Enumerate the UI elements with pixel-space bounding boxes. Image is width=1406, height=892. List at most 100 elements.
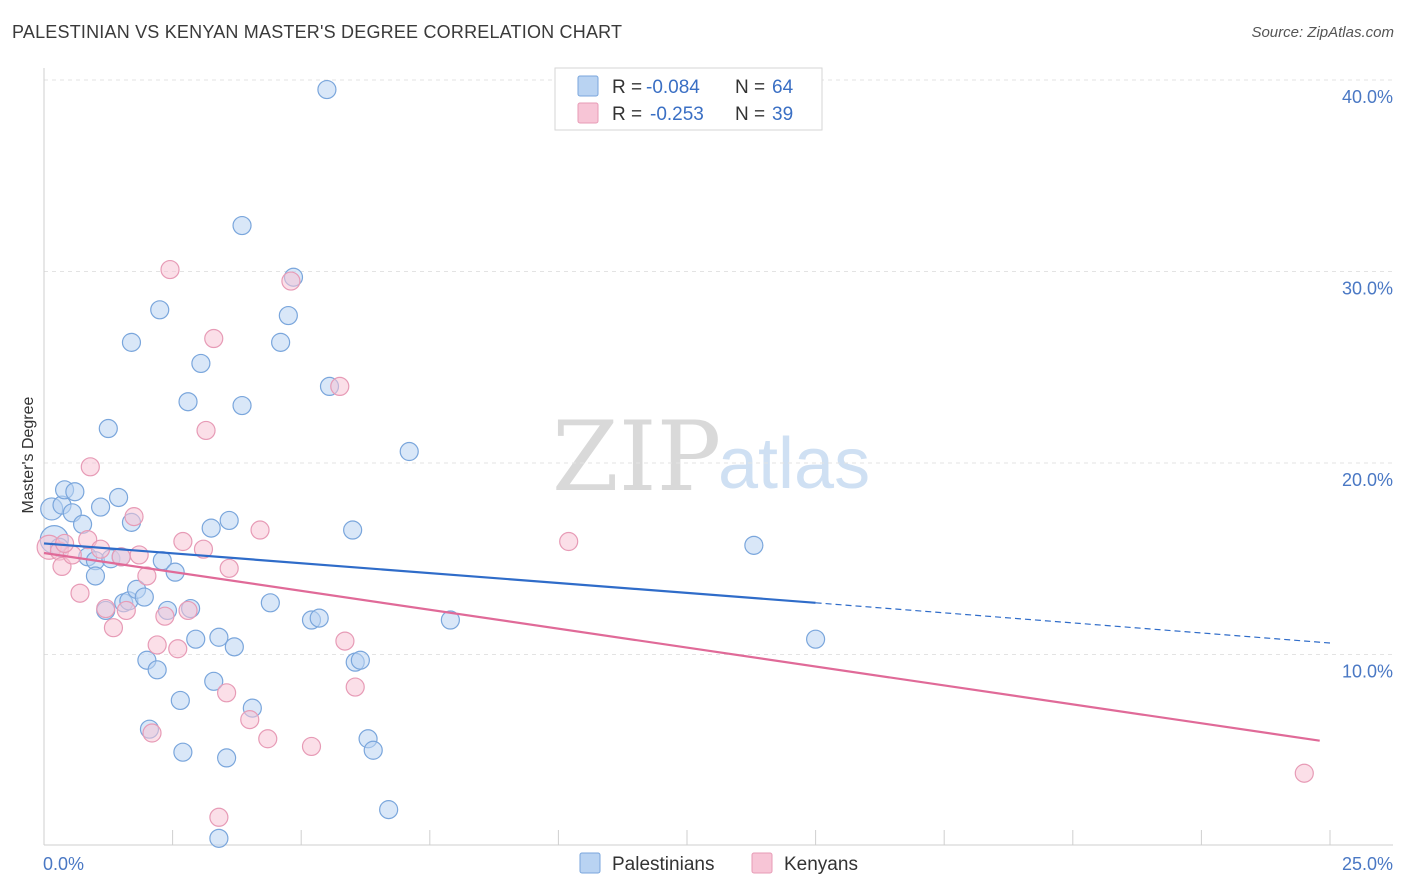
palestinians-point [805, 629, 826, 649]
legend-n-value-kenyans: 39 [772, 104, 793, 125]
palestinians-point [186, 629, 206, 649]
bottom-legend-swatch-kenyans [751, 852, 773, 874]
kenyans-point [124, 507, 144, 527]
y-tick-label: 20.0% [1342, 470, 1393, 490]
kenyans-point [103, 618, 124, 638]
kenyans-point [70, 583, 90, 603]
palestinians-point [363, 740, 383, 760]
palestinians-point [201, 518, 221, 538]
kenyans-point [96, 598, 116, 619]
correlation-legend: R = -0.084 N = 64 R = -0.253 N = 39 [554, 67, 823, 131]
palestinians-point [209, 828, 229, 848]
bottom-legend-kenyans: Kenyans [784, 854, 858, 875]
kenyans-point [80, 457, 100, 477]
kenyans-point [345, 677, 365, 697]
palestinians-point [271, 332, 291, 352]
kenyans-point [219, 558, 239, 578]
watermark-atlas: atlas [718, 424, 870, 504]
kenyans-trend-line [43, 551, 1320, 742]
palestinians-point [399, 441, 419, 462]
series-kenyans [36, 259, 1314, 827]
kenyans-point [116, 600, 136, 621]
kenyans-point [193, 539, 214, 559]
kenyans-point [78, 529, 98, 550]
trend-lines [43, 542, 1331, 742]
kenyans-point [330, 376, 350, 396]
y-axis-label: Master's Degree [20, 396, 37, 513]
palestinians-point [204, 671, 224, 691]
kenyans-point [196, 420, 216, 441]
y-tick-label: 10.0% [1342, 662, 1393, 682]
palestinians-point [744, 535, 764, 555]
palestinians-point [317, 79, 337, 100]
palestinians-point [191, 353, 211, 374]
legend-box [554, 67, 823, 131]
palestinians-point [278, 305, 298, 326]
palestinians-point [173, 742, 193, 762]
kenyans-point [173, 531, 193, 552]
palestinians-point [98, 418, 118, 439]
palestinians-point [170, 690, 190, 711]
palestinians-point [232, 395, 252, 416]
legend-n-label: N = [735, 104, 765, 125]
legend-r-label: R = [612, 77, 642, 98]
legend-n-value-palestinians: 64 [772, 77, 794, 98]
kenyans-point [209, 807, 229, 827]
palestinians-point [219, 510, 239, 531]
bottom-legend-palestinians: Palestinians [612, 854, 714, 875]
palestinians-point [90, 497, 111, 517]
palestinians-trend-extension [815, 602, 1331, 644]
palestinians-point [121, 332, 142, 352]
palestinians-point [309, 608, 329, 628]
series-legend: Palestinians Kenyans [579, 852, 858, 875]
kenyans-point [155, 606, 175, 626]
kenyans-point [301, 736, 322, 757]
kenyans-point [1294, 763, 1314, 783]
kenyans-point [335, 631, 355, 651]
y-tick-label: 30.0% [1342, 279, 1393, 299]
kenyans-point [240, 710, 260, 730]
legend-swatch-palestinians [577, 75, 599, 97]
kenyans-point [178, 600, 198, 621]
kenyans-point [281, 271, 301, 291]
palestinians-point [379, 800, 399, 820]
bottom-legend-swatch-palestinians [579, 852, 601, 874]
gridlines [44, 79, 1393, 655]
chart-title: PALESTINIAN VS KENYAN MASTER'S DEGREE CO… [12, 22, 623, 42]
legend-n-label: N = [735, 77, 765, 98]
legend-r-value-palestinians: -0.084 [646, 77, 700, 98]
palestinians-point [217, 748, 237, 768]
kenyans-point [142, 723, 162, 743]
x-tick-label-max: 25.0% [1342, 854, 1393, 874]
palestinians-point [65, 482, 85, 502]
legend-r-label: R = [612, 104, 642, 125]
palestinians-point [343, 520, 363, 540]
y-tick-label: 40.0% [1342, 87, 1393, 107]
x-tick-label-min: 0.0% [43, 854, 84, 874]
palestinians-point [224, 637, 244, 657]
palestinians-point [147, 660, 167, 680]
palestinians-point [232, 215, 252, 236]
palestinians-point [178, 392, 198, 412]
axes [43, 68, 1393, 846]
kenyans-point [168, 639, 188, 659]
palestinians-point [440, 610, 460, 630]
kenyans-point [559, 531, 579, 552]
kenyans-point [147, 635, 167, 655]
kenyans-point [217, 683, 237, 703]
kenyans-point [160, 259, 180, 280]
legend-swatch-kenyans [577, 102, 599, 124]
palestinians-point [134, 587, 154, 607]
kenyans-point [258, 729, 278, 749]
palestinians-point [209, 627, 229, 647]
palestinians-point [350, 650, 370, 670]
palestinians-point [150, 300, 170, 320]
kenyans-point [204, 328, 224, 349]
palestinians-point [85, 566, 106, 586]
palestinians-trend-line [43, 542, 816, 604]
kenyans-point [129, 545, 149, 565]
watermark-zip: ZIP [552, 401, 721, 513]
palestinians-point [260, 593, 280, 613]
source-label: Source: ZipAtlas.com [1251, 24, 1394, 41]
